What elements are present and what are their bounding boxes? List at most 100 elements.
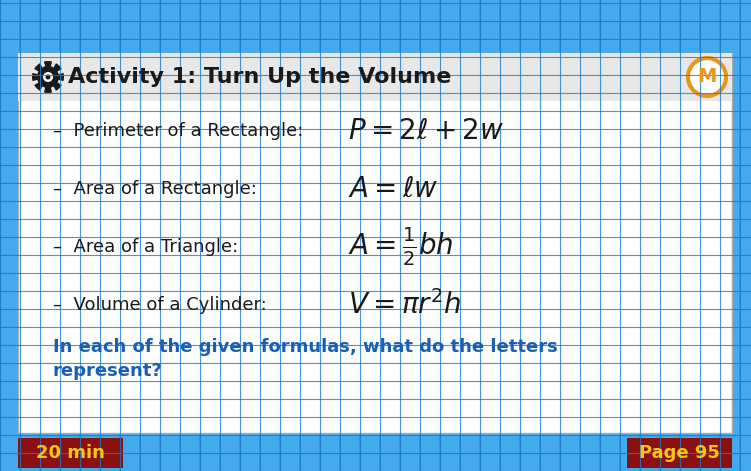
- Bar: [660, 346, 679, 363]
- Bar: [41, 76, 59, 92]
- Bar: [680, 0, 699, 2]
- Bar: [680, 256, 699, 273]
- Bar: [601, 58, 619, 74]
- Bar: [1, 58, 19, 74]
- Bar: [520, 328, 539, 344]
- Bar: [720, 58, 739, 74]
- Bar: [61, 184, 79, 201]
- Bar: [520, 76, 539, 92]
- Bar: [340, 346, 359, 363]
- Bar: [281, 418, 299, 435]
- Bar: [520, 400, 539, 416]
- Bar: [680, 130, 699, 146]
- Bar: [740, 0, 751, 2]
- Bar: [701, 94, 719, 111]
- Bar: [180, 166, 199, 182]
- Bar: [340, 364, 359, 381]
- FancyBboxPatch shape: [18, 53, 732, 433]
- Bar: [80, 400, 99, 416]
- Bar: [581, 328, 599, 344]
- Bar: [201, 400, 219, 416]
- Bar: [140, 94, 159, 111]
- Bar: [660, 0, 679, 2]
- Bar: [620, 148, 639, 164]
- Bar: [441, 76, 459, 92]
- Bar: [240, 184, 259, 201]
- Bar: [601, 22, 619, 39]
- Bar: [80, 94, 99, 111]
- Bar: [641, 310, 659, 326]
- Bar: [61, 22, 79, 39]
- Bar: [520, 382, 539, 398]
- Bar: [601, 202, 619, 219]
- Bar: [261, 436, 279, 453]
- Bar: [300, 238, 319, 254]
- Bar: [720, 166, 739, 182]
- Bar: [381, 364, 399, 381]
- Bar: [240, 382, 259, 398]
- Bar: [180, 418, 199, 435]
- Bar: [481, 364, 499, 381]
- Bar: [360, 4, 379, 21]
- Bar: [581, 148, 599, 164]
- Bar: [560, 346, 579, 363]
- Bar: [161, 148, 179, 164]
- Bar: [261, 4, 279, 21]
- Bar: [701, 238, 719, 254]
- Bar: [300, 256, 319, 273]
- Bar: [360, 202, 379, 219]
- Bar: [660, 382, 679, 398]
- Bar: [460, 400, 479, 416]
- Bar: [261, 382, 279, 398]
- Bar: [281, 94, 299, 111]
- Bar: [421, 112, 439, 129]
- Bar: [641, 184, 659, 201]
- Bar: [120, 346, 139, 363]
- Bar: [500, 238, 519, 254]
- Bar: [400, 58, 419, 74]
- Bar: [720, 76, 739, 92]
- Bar: [140, 202, 159, 219]
- Bar: [660, 310, 679, 326]
- Bar: [680, 94, 699, 111]
- Bar: [560, 166, 579, 182]
- Bar: [381, 112, 399, 129]
- Bar: [560, 382, 579, 398]
- Bar: [441, 184, 459, 201]
- Bar: [421, 184, 439, 201]
- Bar: [641, 328, 659, 344]
- Bar: [641, 454, 659, 471]
- Bar: [101, 292, 119, 309]
- Bar: [1, 202, 19, 219]
- Bar: [660, 202, 679, 219]
- Bar: [660, 364, 679, 381]
- Bar: [441, 382, 459, 398]
- Bar: [421, 148, 439, 164]
- Bar: [80, 418, 99, 435]
- Bar: [481, 22, 499, 39]
- Bar: [41, 382, 59, 398]
- Bar: [360, 22, 379, 39]
- Bar: [481, 256, 499, 273]
- Bar: [161, 292, 179, 309]
- Bar: [620, 94, 639, 111]
- Bar: [720, 0, 739, 2]
- Bar: [481, 4, 499, 21]
- Bar: [421, 166, 439, 182]
- Bar: [281, 382, 299, 398]
- Bar: [581, 94, 599, 111]
- Bar: [680, 418, 699, 435]
- Bar: [500, 130, 519, 146]
- Bar: [740, 364, 751, 381]
- Bar: [560, 184, 579, 201]
- Bar: [240, 454, 259, 471]
- Bar: [541, 436, 559, 453]
- Bar: [300, 94, 319, 111]
- Bar: [400, 148, 419, 164]
- Bar: [481, 130, 499, 146]
- Bar: [500, 292, 519, 309]
- Bar: [680, 166, 699, 182]
- Bar: [720, 4, 739, 21]
- Bar: [61, 130, 79, 146]
- Bar: [321, 256, 339, 273]
